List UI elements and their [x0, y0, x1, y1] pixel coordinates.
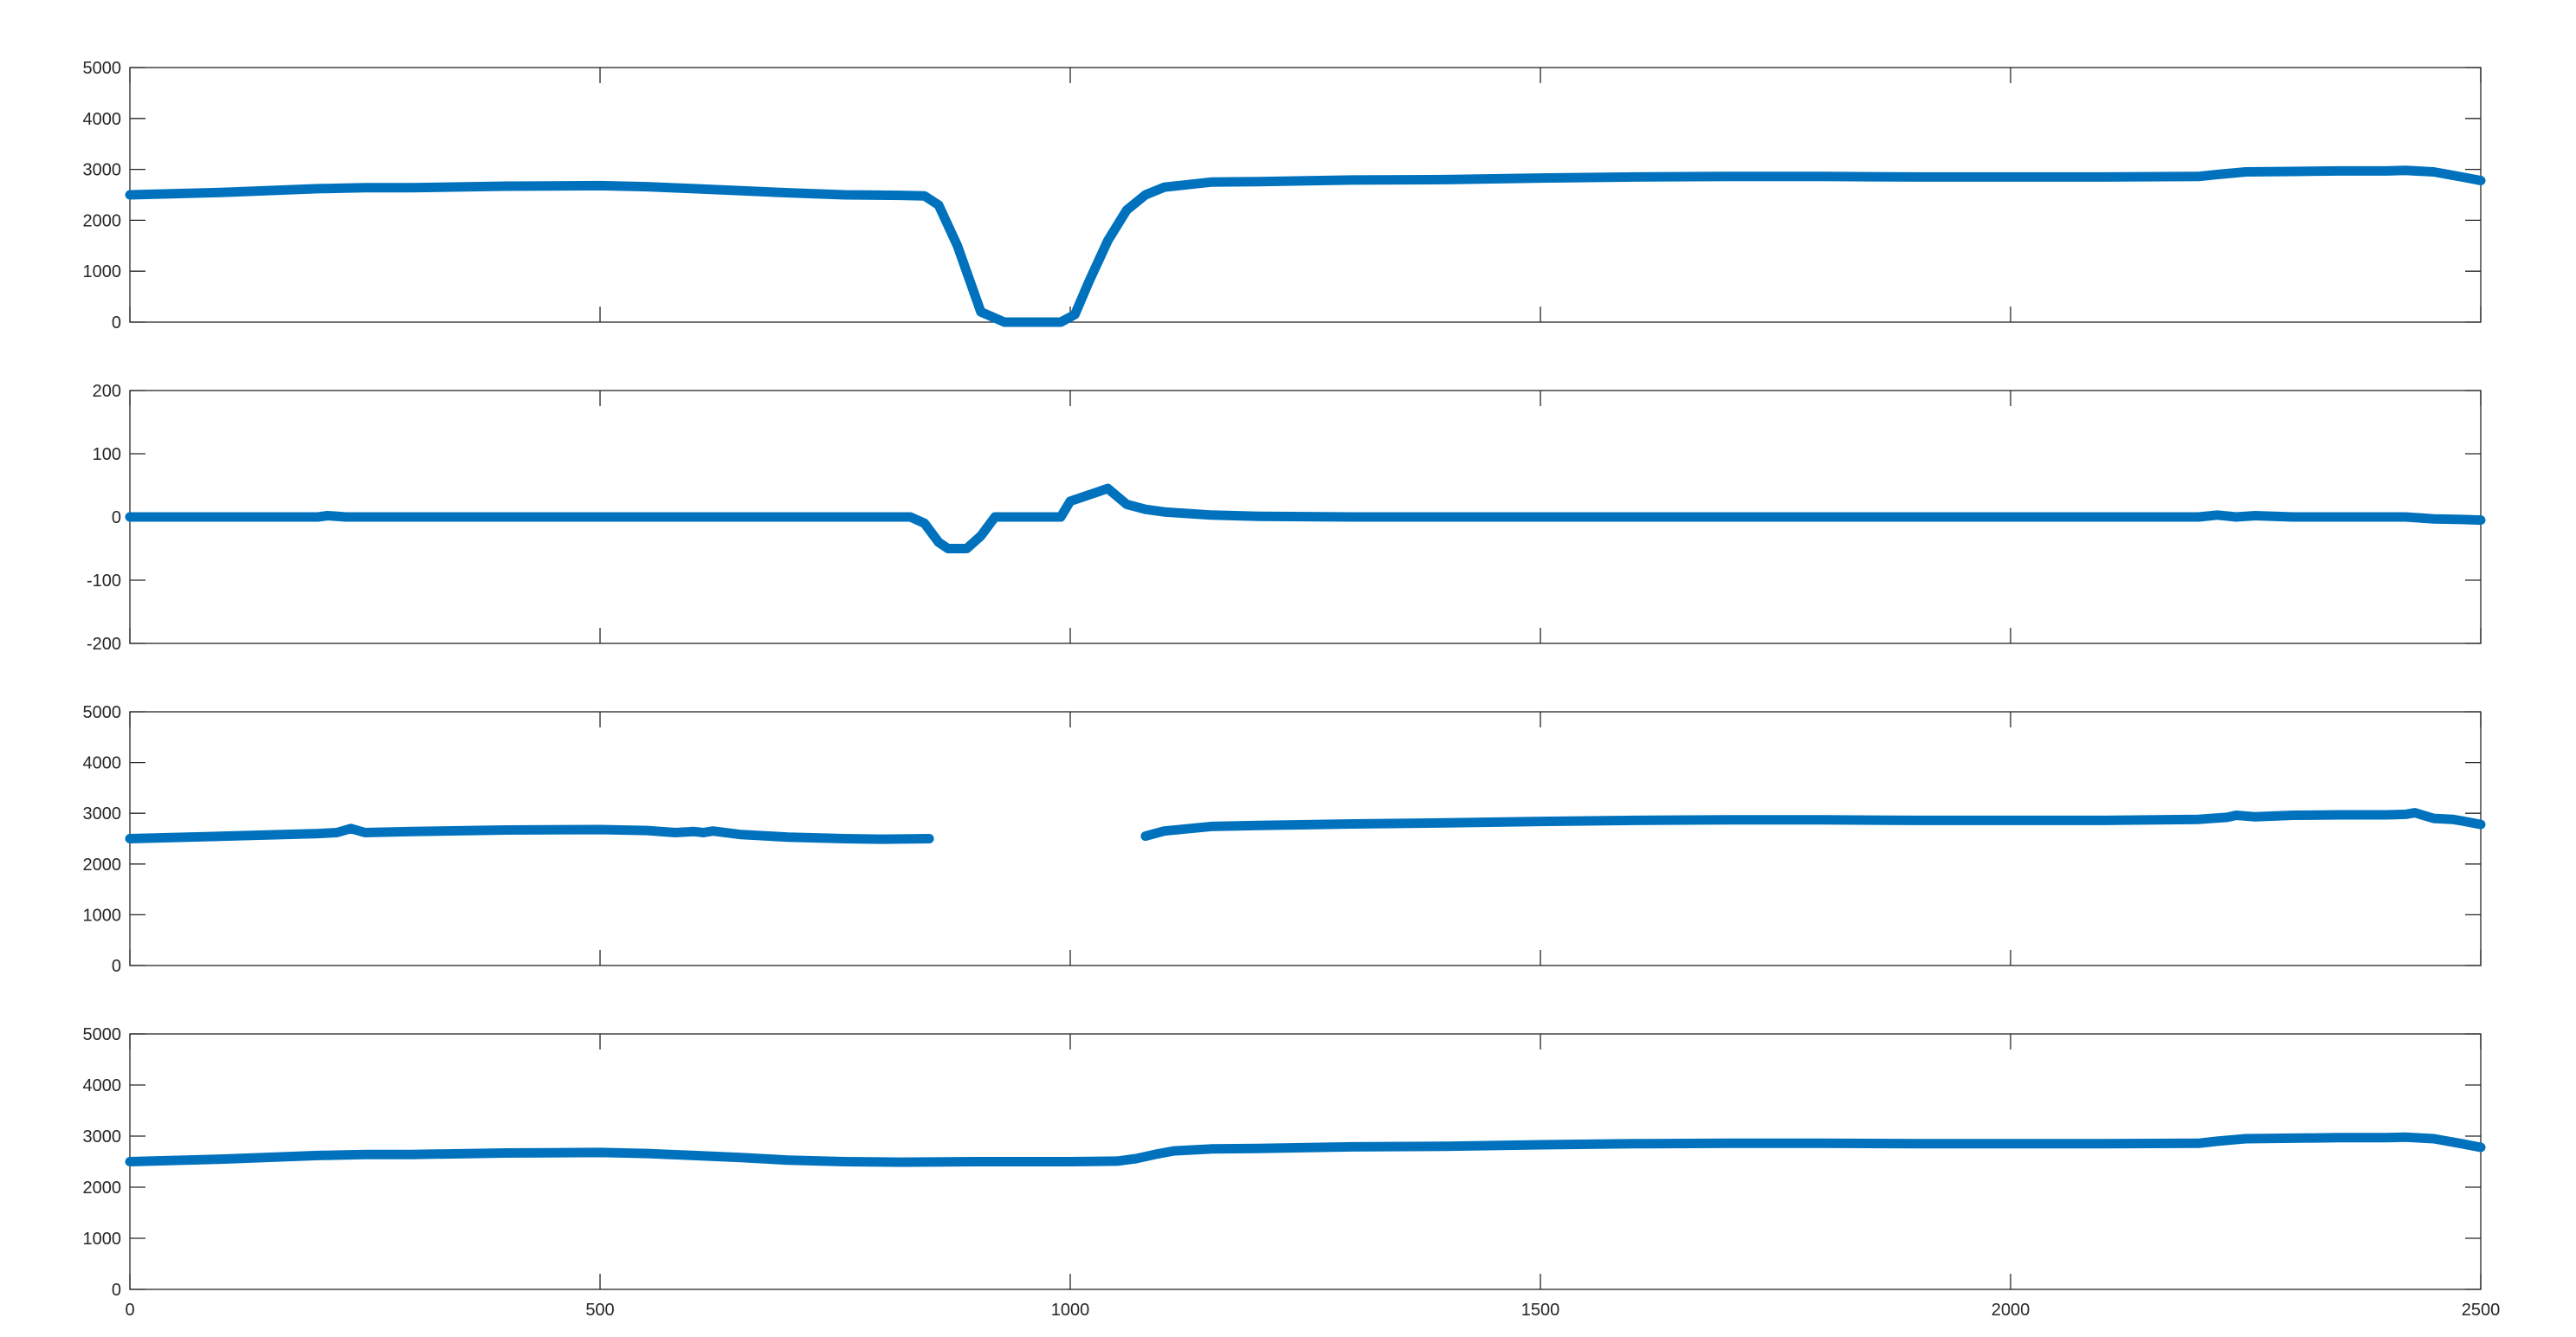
y-tick-label: 100 — [93, 445, 121, 464]
y-tick-label: 0 — [112, 1281, 121, 1300]
x-tick-label: 2000 — [1992, 1301, 2030, 1320]
y-tick-label: 4000 — [83, 754, 122, 773]
y-tick-label: 1000 — [83, 906, 122, 925]
subplot-4: 0 1000 2000 3000 4000 5000 0 500 1000 1500 2000 250… — [83, 1025, 2501, 1320]
y-tick-label: 0 — [112, 957, 121, 976]
y-tick-label: 3000 — [83, 1127, 122, 1146]
subplot-1: 0 1000 2000 3000 4000 5000 — [83, 59, 2486, 333]
series-line-4-1 — [125, 1132, 2486, 1167]
subplot-3: 0 1000 2000 3000 4000 5000 — [83, 703, 2486, 976]
axes-box — [129, 711, 2482, 966]
series-line-2-1 — [125, 483, 2486, 553]
axes-box — [129, 1033, 2482, 1290]
y-tick-label: 5000 — [83, 59, 122, 78]
y-tick-label: 5000 — [83, 1025, 122, 1044]
y-tick-label: 4000 — [83, 1076, 122, 1095]
y-tick-label: 4000 — [83, 110, 122, 129]
x-tick-label: 0 — [125, 1301, 134, 1320]
y-tick-label: -100 — [87, 572, 121, 591]
x-tick-label: 1500 — [1521, 1301, 1560, 1320]
subplot-2: -200 -100 0 100 200 — [87, 382, 2486, 654]
y-tick-label: 2000 — [83, 1179, 122, 1198]
series-line-1-1 — [125, 165, 2486, 327]
y-tick-label: 2000 — [83, 856, 122, 875]
y-tick-label: 1000 — [83, 262, 122, 281]
y-tick-label: 1000 — [83, 1230, 122, 1249]
y-tick-label: 3000 — [83, 804, 122, 824]
x-tick-label: 2500 — [2462, 1301, 2501, 1320]
y-tick-label: 0 — [112, 508, 121, 527]
series-line-3-1 — [125, 824, 934, 844]
y-tick-label: 200 — [93, 382, 121, 401]
axes-box — [129, 67, 2482, 323]
y-tick-label: 0 — [112, 313, 121, 333]
y-tick-label: -200 — [87, 635, 121, 654]
series-line-3-2 — [1140, 808, 2486, 842]
x-tick-label: 500 — [585, 1301, 614, 1320]
y-tick-label: 5000 — [83, 703, 122, 722]
x-tick-label: 1000 — [1051, 1301, 1090, 1320]
y-tick-label: 3000 — [83, 161, 122, 180]
y-tick-label: 2000 — [83, 211, 122, 230]
